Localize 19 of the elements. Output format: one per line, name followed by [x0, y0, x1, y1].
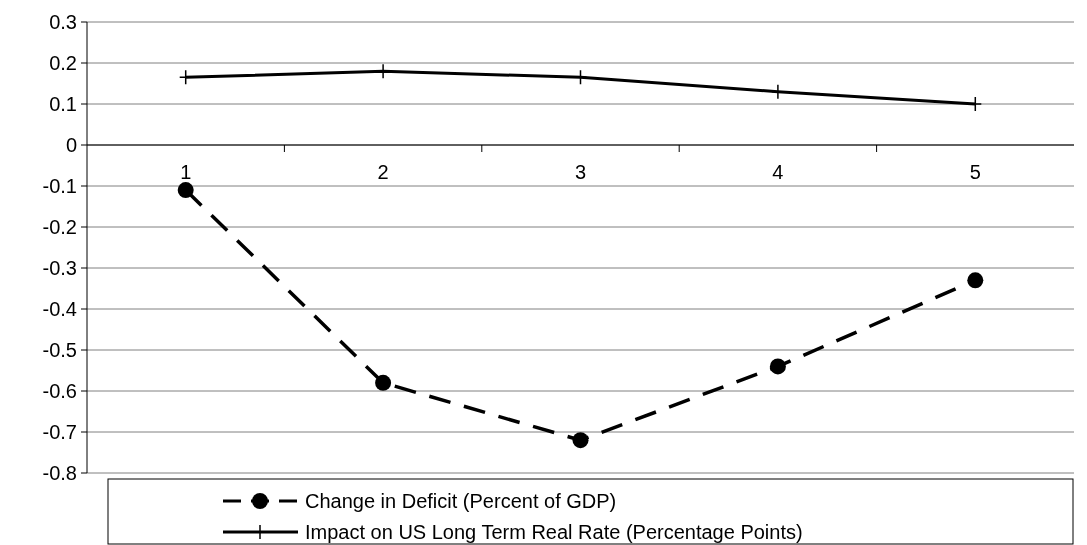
- x-tick-label: 1: [180, 161, 192, 183]
- legend-label: Change in Deficit (Percent of GDP): [305, 490, 617, 512]
- y-tick-label: -0.1: [42, 175, 77, 197]
- y-tick-label: -0.7: [42, 421, 77, 443]
- y-tick-label: 0: [65, 134, 77, 156]
- x-tick-label: 4: [772, 161, 784, 183]
- x-tick-label: 3: [574, 161, 587, 183]
- y-tick-label: 0.3: [49, 11, 77, 33]
- y-tick-label: 0.1: [49, 93, 77, 115]
- y-tick-label: -0.2: [42, 216, 77, 238]
- y-tick-label: 0.2: [49, 52, 77, 74]
- legend-label: Impact on US Long Term Real Rate (Percentage Points): [305, 521, 803, 543]
- y-tick-label: -0.4: [42, 298, 77, 320]
- y-tick-label: -0.5: [42, 339, 77, 361]
- x-tick-label: 5: [969, 161, 981, 183]
- y-tick-label: -0.8: [42, 462, 77, 484]
- y-tick-label: -0.3: [42, 257, 77, 279]
- x-tick-label: 2: [377, 161, 389, 183]
- y-tick-label: -0.6: [42, 380, 77, 402]
